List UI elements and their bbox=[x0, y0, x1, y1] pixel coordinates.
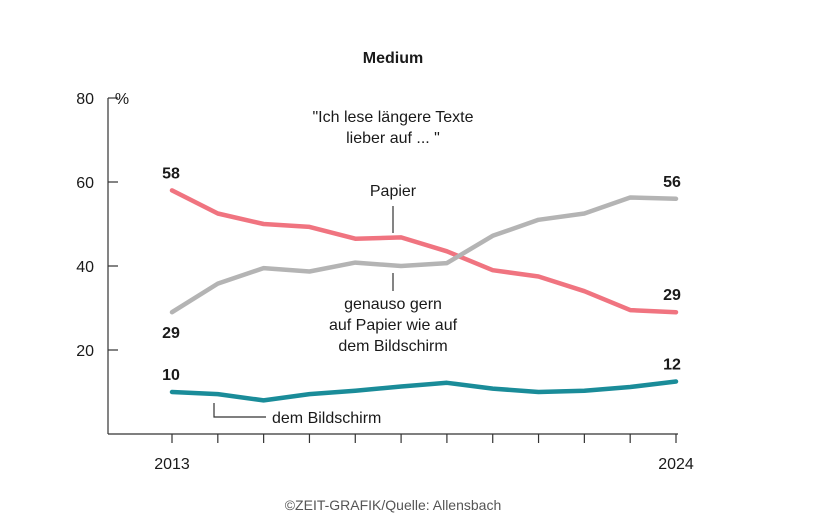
data-labels: 58 29 29 56 10 12 bbox=[162, 165, 681, 384]
x-tick-label: 2024 bbox=[658, 456, 694, 473]
label-bildschirm: dem Bildschirm bbox=[213, 403, 381, 427]
source-note: ©ZEIT-GRAFIK/Quelle: Allensbach bbox=[285, 497, 502, 513]
data-label-end: 12 bbox=[663, 357, 681, 374]
data-label-end: 56 bbox=[663, 174, 681, 191]
data-label-start: 10 bbox=[162, 367, 180, 384]
x-ticks: 2013 2024 bbox=[154, 434, 694, 473]
annotation-line-1: "Ich lese längere Texte bbox=[312, 109, 473, 126]
series-line-papier bbox=[169, 188, 679, 315]
chart-title: Medium bbox=[363, 50, 423, 67]
series-label-bildschirm: dem Bildschirm bbox=[272, 410, 381, 427]
label-genauso: genauso gern auf Papier wie auf dem Bild… bbox=[329, 273, 458, 355]
y-tick-label: 80 bbox=[76, 91, 94, 108]
series-line-genauso bbox=[169, 195, 679, 315]
series-line-bildschirm bbox=[169, 379, 679, 403]
y-ticks: 20 40 60 80% bbox=[76, 91, 129, 360]
x-tick-label: 2013 bbox=[154, 456, 190, 473]
series-label-genauso-1: genauso gern bbox=[344, 296, 442, 313]
series-lines bbox=[169, 188, 679, 403]
series-label-papier: Papier bbox=[370, 183, 417, 200]
series-label-genauso-3: dem Bildschirm bbox=[338, 338, 447, 355]
data-label-start: 58 bbox=[162, 165, 180, 182]
label-papier: Papier bbox=[370, 183, 417, 233]
series-label-genauso-2: auf Papier wie auf bbox=[329, 317, 458, 334]
leader-bildschirm bbox=[213, 403, 266, 418]
data-label-start: 29 bbox=[162, 325, 180, 342]
y-tick-label: 20 bbox=[76, 343, 94, 360]
annotation-line-2: lieber auf ... " bbox=[346, 130, 440, 147]
y-tick-label: 60 bbox=[76, 175, 94, 192]
y-tick-label: 40 bbox=[76, 259, 94, 276]
data-label-end: 29 bbox=[663, 287, 681, 304]
y-unit-label: % bbox=[115, 91, 129, 108]
quote-annotation: "Ich lese längere Texte lieber auf ... " bbox=[312, 109, 473, 147]
